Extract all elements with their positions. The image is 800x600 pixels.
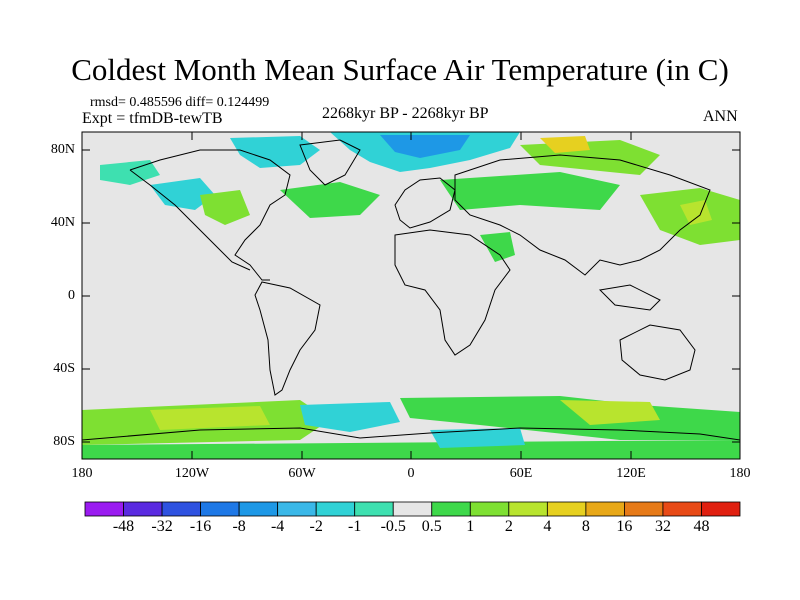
colorbar-swatch [123, 501, 163, 517]
lat-label-80n: 80N [50, 142, 75, 157]
colorbar-swatch [546, 501, 587, 517]
colorbar-label: -2 [309, 518, 323, 535]
colorbar-swatch [161, 501, 201, 517]
coast-europe [394, 177, 456, 229]
period-label: 2268kyr BP - 2268kyr BP [322, 105, 489, 122]
axis-ticks [82, 132, 740, 459]
colorbar-label: -16 [189, 518, 212, 535]
colorbar-label: -8 [232, 518, 246, 535]
lon-label-60w: 60W [288, 466, 316, 481]
lon-label-60e: 60E [509, 466, 533, 481]
colorbar-label: -32 [151, 518, 173, 535]
anomaly-southern-hot-east [560, 400, 660, 425]
lat-label-40s: 40S [53, 361, 75, 376]
colorbar-label: 32 [654, 518, 671, 535]
coast-africa [394, 229, 511, 356]
colorbar-label: -1 [348, 518, 362, 535]
anomaly-field-layer [82, 132, 740, 459]
lat-label-0: 0 [68, 288, 75, 303]
anomaly-canada-cold [230, 136, 320, 168]
anomaly-africa-warm [480, 232, 515, 262]
coast-indonesia [598, 284, 661, 311]
lon-label-120e: 120E [616, 466, 646, 481]
coast-asia [454, 154, 711, 276]
colorbar-label: 16 [616, 518, 633, 535]
coast-north-america [129, 149, 291, 281]
colorbar-label: 4 [543, 518, 552, 535]
colorbar-swatch [431, 501, 471, 517]
colorbar-label: -4 [270, 518, 285, 535]
lat-label-80s: 80S [53, 434, 75, 449]
lon-label-0: 0 [407, 466, 415, 481]
colorbar-swatch [277, 501, 317, 517]
anomaly-eurasia-warm [440, 172, 620, 210]
season-label: ANN [703, 108, 738, 125]
lon-label-180w: 180 [71, 466, 93, 481]
coast-south-america [254, 281, 321, 396]
colorbar-label: 1 [466, 518, 475, 535]
colorbar-swatch [238, 501, 279, 517]
coast-australia [619, 324, 696, 381]
anomaly-antarctic-cold [430, 428, 525, 448]
coast-antarctica [82, 427, 740, 441]
colorbar-label: 48 [693, 518, 710, 535]
colorbar-swatch [469, 501, 510, 517]
colorbar-swatch [508, 501, 548, 517]
colorbar-swatch [662, 501, 702, 517]
colorbar-swatch [354, 501, 394, 517]
experiment-label: Expt = tfmDB-tewTB [82, 110, 223, 127]
stats-text: rmsd= 0.485596 diff= 0.124499 [90, 95, 270, 110]
anomaly-southern-cold [300, 402, 400, 432]
colorbar-swatch [84, 501, 124, 517]
colorbar-label: 8 [581, 518, 590, 535]
anomaly-na-warm [200, 190, 250, 225]
colorbar-swatch [624, 501, 664, 517]
lon-label-180e: 180 [729, 466, 751, 481]
lon-label-120w: 120W [174, 466, 210, 481]
anomaly-siberia-hot [540, 136, 590, 153]
colorbar-swatch [200, 501, 240, 517]
colorbar-label: 2 [504, 518, 513, 535]
colorbar-label: 0.5 [421, 518, 442, 535]
colorbar-swatch [392, 501, 433, 517]
anomaly-na-cold [150, 178, 215, 210]
anomaly-arctic-core [380, 135, 470, 158]
colorbar-swatch [315, 501, 356, 517]
coast-greenland [299, 139, 361, 186]
anomaly-southern-warm-east [400, 396, 740, 440]
coast-north-america-west [129, 169, 251, 271]
colorbar-label: -0.5 [380, 518, 406, 535]
anomaly-southern-hot [150, 406, 270, 430]
colorbar [84, 501, 741, 517]
anomaly-atlantic-warm [280, 182, 380, 218]
colorbar-swatch [701, 501, 741, 517]
anomaly-pacific-cold [100, 160, 160, 185]
colorbar-label: -48 [112, 518, 135, 535]
map-panel [82, 132, 740, 459]
coastline-layer [82, 139, 740, 441]
map-title: Coldest Month Mean Surface Air Temperatu… [71, 52, 729, 87]
anomaly-antarctic-warm [82, 440, 740, 459]
colorbar-swatch [585, 501, 625, 517]
lat-label-40n: 40N [50, 215, 75, 230]
